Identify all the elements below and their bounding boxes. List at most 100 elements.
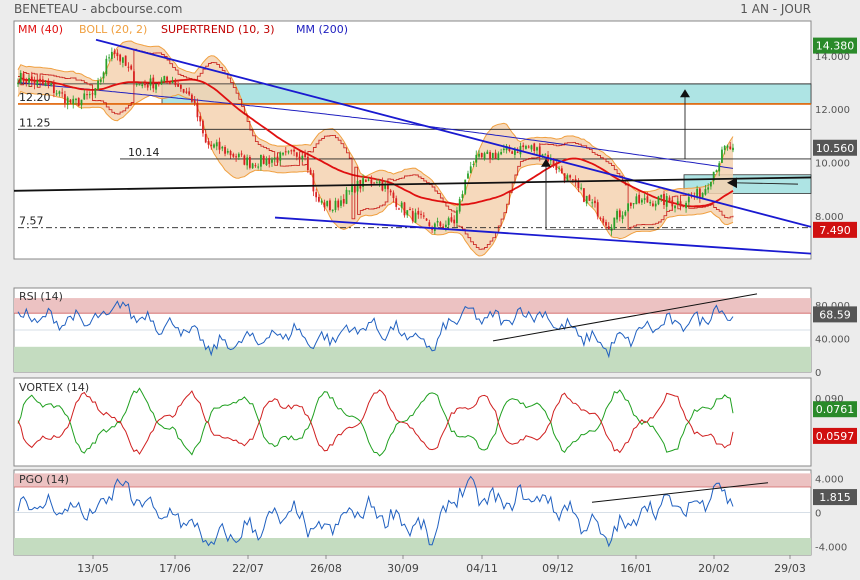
- candle: [571, 179, 574, 181]
- candle: [414, 212, 417, 223]
- candle: [596, 202, 599, 217]
- vortex-plus-badge: [813, 401, 857, 418]
- rsi-y-tick: 0: [815, 368, 821, 379]
- candle: [726, 145, 729, 148]
- candle: [240, 153, 243, 155]
- candle: [122, 57, 124, 63]
- x-tick-label-17/06: 17/06: [159, 562, 191, 575]
- target-arrow-head-2: [680, 89, 690, 98]
- candle: [433, 223, 436, 231]
- candle: [298, 156, 301, 160]
- candle: [530, 145, 533, 150]
- candle: [442, 226, 445, 228]
- candle: [257, 166, 260, 168]
- candle: [110, 51, 113, 59]
- level-label-12.20: 12.20: [19, 91, 51, 104]
- candle: [199, 115, 202, 122]
- price-y-tick: 10.000: [815, 159, 850, 170]
- candle: [326, 200, 329, 206]
- candle: [146, 84, 149, 88]
- candle: [417, 211, 420, 215]
- candle: [179, 84, 182, 89]
- candle: [491, 152, 494, 159]
- candle: [224, 147, 226, 154]
- candle: [202, 120, 204, 134]
- pgo-trend-line: [591, 482, 769, 503]
- candle: [478, 153, 480, 157]
- mm200-line: [17, 82, 734, 169]
- candle: [116, 52, 119, 57]
- candle: [599, 218, 602, 220]
- candle: [273, 157, 276, 159]
- candle: [577, 181, 580, 189]
- price-badge-text-10.560: 10.560: [816, 142, 855, 155]
- candle: [44, 83, 47, 86]
- candle: [467, 173, 469, 179]
- vortex-y-tick: 0.090: [815, 394, 844, 405]
- rsi-trend-line: [492, 293, 758, 342]
- candle: [453, 219, 456, 224]
- chart-title: BENETEAU - abcbourse.com: [14, 2, 182, 16]
- candle: [55, 93, 58, 95]
- level-label-10.14: 10.14: [128, 146, 160, 159]
- bollinger-upper: [17, 40, 734, 207]
- candle: [52, 82, 55, 93]
- candle: [155, 84, 157, 90]
- candle: [331, 209, 334, 211]
- candle: [494, 152, 497, 159]
- x-tick-label-13/05: 13/05: [77, 562, 109, 575]
- candle: [439, 222, 442, 227]
- pgo-badge-text: 1.815: [819, 491, 851, 504]
- price-layer: 12.20 11.25 10.14 7.57 14.380 10.560 7.490: [13, 37, 857, 257]
- candle: [290, 150, 293, 152]
- resistance-zone: [161, 83, 812, 105]
- pgo-overbought-zone: [14, 473, 811, 487]
- candle: [77, 98, 80, 106]
- candle: [514, 150, 516, 155]
- candle: [461, 194, 464, 199]
- candle: [99, 79, 102, 82]
- candle: [210, 144, 213, 146]
- candle: [251, 163, 254, 169]
- pgo-y-tick: 0: [815, 509, 821, 520]
- candle: [25, 81, 28, 84]
- x-tick-label-09/12: 09/12: [542, 562, 574, 575]
- candle: [425, 218, 428, 221]
- candle: [629, 202, 632, 206]
- candle: [215, 142, 218, 147]
- candle: [657, 196, 660, 205]
- candle: [569, 175, 572, 178]
- candle: [22, 73, 25, 82]
- candle: [69, 99, 72, 103]
- candle: [384, 185, 387, 189]
- candle: [276, 156, 279, 163]
- candle: [544, 154, 547, 156]
- candle: [428, 222, 431, 227]
- candle: [196, 102, 199, 118]
- candle: [318, 196, 320, 202]
- pointer-arrow-shaft: [734, 182, 799, 185]
- candle: [105, 58, 108, 75]
- candle: [152, 77, 155, 89]
- candle: [411, 211, 414, 222]
- candle: [378, 181, 381, 184]
- candle: [710, 182, 712, 187]
- price-badge-text-14.380: 14.380: [816, 40, 855, 53]
- pgo-badge: [813, 489, 857, 506]
- candle: [19, 72, 22, 83]
- candle: [362, 178, 364, 187]
- candle: [458, 199, 461, 212]
- candle: [248, 156, 251, 168]
- candle: [486, 151, 489, 154]
- candle: [643, 198, 646, 201]
- vortex-minus-badge: [813, 427, 857, 444]
- candle: [602, 218, 605, 223]
- candle: [616, 210, 618, 220]
- candle: [66, 97, 69, 105]
- candle: [588, 195, 591, 201]
- candle: [522, 145, 525, 148]
- candle: [157, 83, 160, 85]
- candle: [400, 202, 403, 208]
- x-tick-label-26/08: 26/08: [310, 562, 342, 575]
